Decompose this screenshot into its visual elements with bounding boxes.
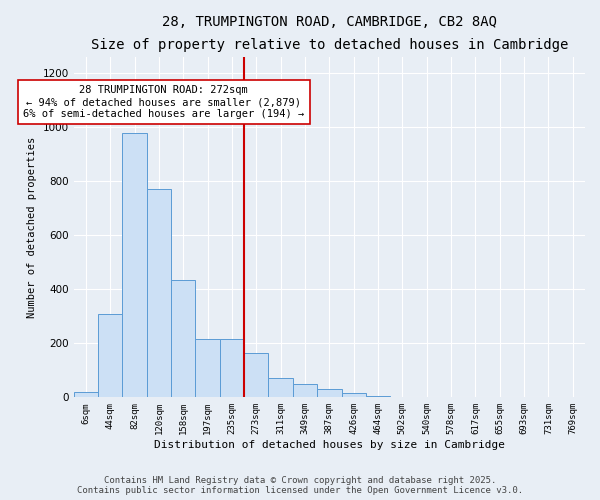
Bar (196, 340, 220, 398)
Bar (390, 397, 415, 398)
Bar (317, 388, 341, 398)
Bar (341, 394, 366, 398)
Bar (268, 378, 293, 398)
Bar (244, 353, 268, 398)
Title: 28, TRUMPINGTON ROAD, CAMBRIDGE, CB2 8AQ
Size of property relative to detached h: 28, TRUMPINGTON ROAD, CAMBRIDGE, CB2 8AQ… (91, 15, 568, 52)
Bar (74, 392, 98, 398)
Bar (560, 396, 585, 398)
Bar (98, 314, 122, 398)
Bar (122, 132, 147, 398)
X-axis label: Distribution of detached houses by size in Cambridge: Distribution of detached houses by size … (154, 440, 505, 450)
Y-axis label: Number of detached properties: Number of detached properties (27, 136, 37, 318)
Bar (171, 280, 196, 398)
Text: 28 TRUMPINGTON ROAD: 272sqm
← 94% of detached houses are smaller (2,879)
6% of s: 28 TRUMPINGTON ROAD: 272sqm ← 94% of det… (23, 86, 304, 118)
Bar (220, 340, 244, 398)
Bar (293, 384, 317, 398)
Bar (366, 396, 390, 398)
Bar (147, 190, 171, 398)
Text: Contains HM Land Registry data © Crown copyright and database right 2025.
Contai: Contains HM Land Registry data © Crown c… (77, 476, 523, 495)
